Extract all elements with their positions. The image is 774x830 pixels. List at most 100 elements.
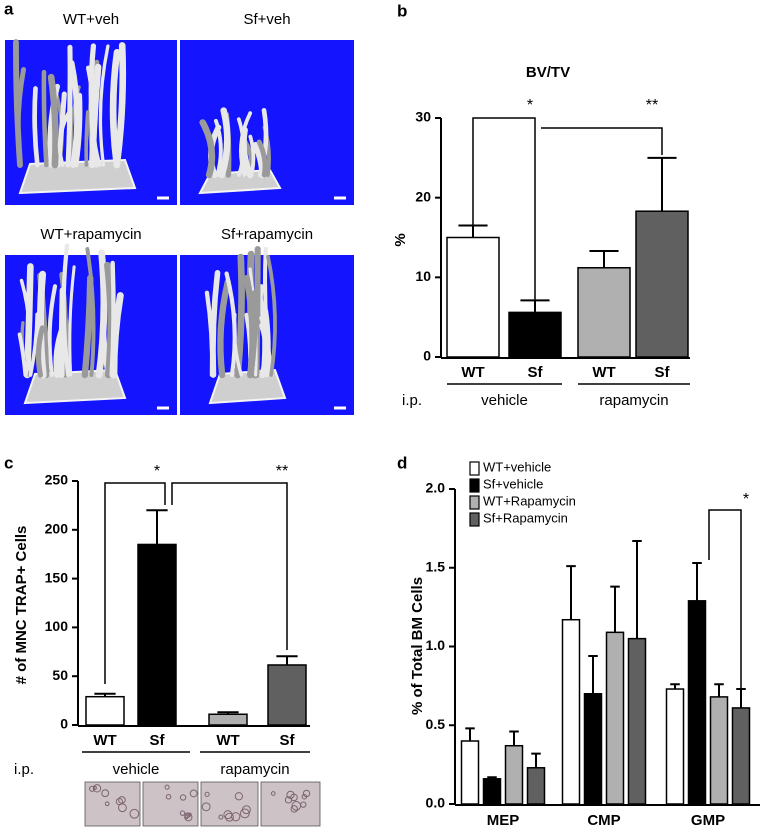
error-bar	[588, 654, 598, 694]
bar	[137, 543, 177, 726]
x-tick-label: WT	[461, 364, 484, 381]
bone-render	[113, 42, 127, 169]
bone-render	[15, 67, 27, 168]
bar	[526, 767, 546, 805]
histology-image	[142, 781, 199, 827]
error-bar	[566, 565, 576, 620]
bone-render	[199, 119, 216, 179]
y-tick-label: 10	[415, 268, 431, 284]
error-bar	[647, 156, 677, 212]
error-bar	[146, 509, 168, 545]
histology-cell	[234, 792, 244, 801]
bar	[665, 688, 685, 805]
bone-render	[65, 44, 73, 168]
bone-render	[36, 270, 47, 379]
y-tick-label: 100	[45, 618, 69, 634]
significance-bracket	[104, 482, 166, 684]
bone-render	[32, 86, 40, 168]
bone-render	[104, 261, 114, 379]
y-axis-label: %	[392, 233, 409, 246]
histology-cell	[89, 785, 96, 792]
bone-render	[236, 117, 246, 177]
y-tick-label: 20	[415, 188, 431, 204]
histology-cell	[231, 812, 241, 822]
error-bar	[692, 562, 702, 601]
histology-cell	[115, 797, 124, 806]
y-tick-label: 250	[45, 472, 69, 488]
y-tick-label: 0.0	[426, 795, 446, 811]
bar	[208, 713, 248, 726]
bone-render	[57, 109, 72, 167]
chart-title: BV/TV	[526, 64, 570, 81]
legend-label: Sf+Rapamycin	[483, 510, 568, 525]
x-tick-label: WT	[93, 732, 116, 749]
group-label: rapamycin	[220, 761, 289, 778]
bar	[709, 696, 729, 805]
histology-cell	[291, 801, 302, 811]
legend-swatch	[469, 478, 480, 493]
histology-cell	[165, 793, 172, 800]
error-bar	[714, 683, 724, 697]
bone-render	[68, 265, 76, 377]
significance-bracket	[541, 127, 663, 155]
legend-swatch	[469, 495, 480, 510]
error-bar	[509, 730, 519, 746]
histology-cell	[301, 793, 308, 800]
image-label: WT+rapamycin	[40, 226, 141, 243]
bone-render	[257, 107, 269, 178]
x-tick-label: GMP	[691, 812, 725, 829]
x-tick-label: Sf	[280, 732, 296, 749]
bone-render	[88, 43, 100, 168]
bone-render	[19, 278, 32, 377]
y-tick-label: 200	[45, 521, 69, 537]
legend-label: WT+vehicle	[483, 459, 551, 474]
bone-render	[35, 325, 46, 378]
histology-cell	[101, 789, 110, 798]
histology-cell	[189, 789, 198, 798]
error-bar	[458, 224, 488, 238]
significance-bracket	[708, 509, 742, 700]
bar	[635, 210, 689, 358]
error-bar	[531, 752, 541, 768]
histology-cell	[241, 805, 251, 815]
bar	[583, 693, 603, 805]
panel-label: b	[397, 1, 407, 20]
significance-label: **	[276, 463, 288, 480]
bar	[460, 740, 480, 805]
legend-swatch	[469, 461, 480, 476]
group-label: vehicle	[113, 761, 160, 778]
histology-cell	[218, 814, 224, 820]
bar	[504, 744, 524, 805]
y-tick-label: 0	[423, 348, 431, 364]
x-tick-label: WT	[592, 364, 615, 381]
image-label: Sf+veh	[243, 11, 290, 28]
bone-render	[47, 284, 58, 378]
image-label: Sf+rapamycin	[221, 226, 313, 243]
bone-render	[266, 254, 277, 377]
histology-cell	[118, 803, 127, 813]
bone-render	[217, 278, 231, 379]
bar	[687, 600, 707, 805]
x-tick-label: CMP	[587, 812, 620, 829]
legend-label: WT+Rapamycin	[483, 493, 576, 508]
bar	[267, 664, 307, 726]
bone-render	[68, 60, 80, 168]
bone-render	[248, 134, 256, 177]
histology-cell	[290, 793, 298, 802]
histology-cell	[104, 801, 110, 807]
group-prefix: i.p.	[14, 761, 34, 778]
legend-label: Sf+vehicle	[483, 476, 543, 491]
panel-label: c	[4, 453, 13, 472]
panel-label: d	[397, 453, 407, 472]
bar	[561, 618, 581, 805]
bone-render	[53, 324, 66, 378]
bar	[508, 311, 562, 358]
histology-cell	[204, 791, 210, 797]
error-bar	[670, 683, 680, 690]
significance-label: *	[743, 491, 749, 508]
group-prefix: i.p.	[402, 392, 422, 409]
bone-render	[248, 290, 258, 378]
y-tick-label: 2.0	[426, 480, 446, 496]
panel-label: a	[4, 0, 14, 18]
y-tick-label: 1.0	[426, 637, 446, 653]
